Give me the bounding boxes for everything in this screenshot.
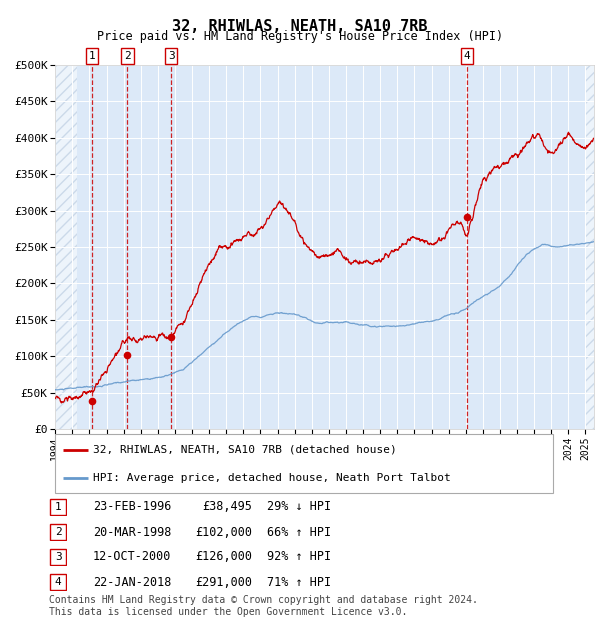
FancyBboxPatch shape (55, 434, 553, 493)
FancyBboxPatch shape (50, 524, 67, 541)
Text: 4: 4 (55, 577, 62, 587)
Text: 12-OCT-2000: 12-OCT-2000 (93, 551, 172, 564)
Text: 23-FEB-1996: 23-FEB-1996 (93, 500, 172, 513)
Text: £102,000: £102,000 (195, 526, 252, 539)
Text: 22-JAN-2018: 22-JAN-2018 (93, 575, 172, 588)
FancyBboxPatch shape (50, 574, 67, 590)
FancyBboxPatch shape (50, 498, 67, 515)
Text: Contains HM Land Registry data © Crown copyright and database right 2024.
This d: Contains HM Land Registry data © Crown c… (49, 595, 478, 617)
Text: 32, RHIWLAS, NEATH, SA10 7RB (detached house): 32, RHIWLAS, NEATH, SA10 7RB (detached h… (92, 445, 396, 455)
Text: 2: 2 (124, 51, 131, 61)
Text: 92% ↑ HPI: 92% ↑ HPI (267, 551, 331, 564)
Text: 3: 3 (55, 552, 62, 562)
Text: 32, RHIWLAS, NEATH, SA10 7RB: 32, RHIWLAS, NEATH, SA10 7RB (172, 19, 428, 33)
Text: HPI: Average price, detached house, Neath Port Talbot: HPI: Average price, detached house, Neat… (92, 473, 450, 483)
FancyBboxPatch shape (50, 549, 67, 565)
Text: £126,000: £126,000 (195, 551, 252, 564)
Text: 1: 1 (88, 51, 95, 61)
Text: 2: 2 (55, 527, 62, 537)
Text: 29% ↓ HPI: 29% ↓ HPI (267, 500, 331, 513)
Text: 4: 4 (463, 51, 470, 61)
Text: £291,000: £291,000 (195, 575, 252, 588)
Text: 20-MAR-1998: 20-MAR-1998 (93, 526, 172, 539)
Text: 71% ↑ HPI: 71% ↑ HPI (267, 575, 331, 588)
Text: 3: 3 (168, 51, 175, 61)
Text: Price paid vs. HM Land Registry's House Price Index (HPI): Price paid vs. HM Land Registry's House … (97, 30, 503, 43)
Text: 1: 1 (55, 502, 62, 512)
Text: £38,495: £38,495 (202, 500, 252, 513)
Text: 66% ↑ HPI: 66% ↑ HPI (267, 526, 331, 539)
